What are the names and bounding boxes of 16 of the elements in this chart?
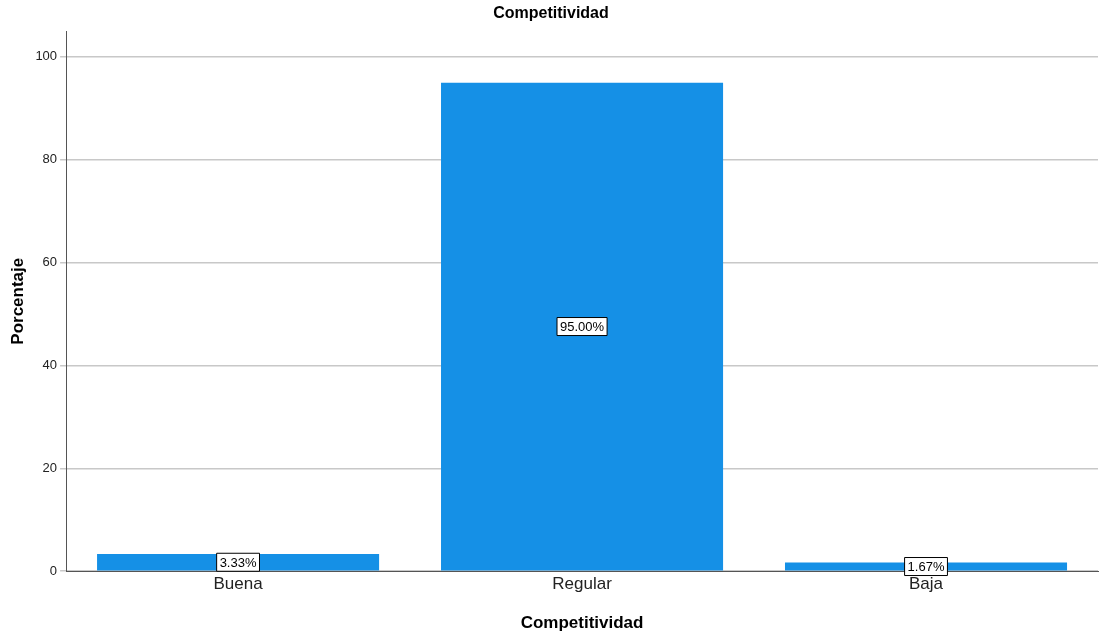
data-label: 95.00% bbox=[560, 319, 605, 335]
x-axis-title: Competitividad bbox=[520, 613, 644, 633]
x-tick-label: Buena bbox=[213, 574, 264, 594]
bar bbox=[441, 82, 724, 571]
y-tick-label: 40 bbox=[42, 357, 58, 373]
y-axis-title: Porcentaje bbox=[7, 257, 27, 345]
y-tick-label: 100 bbox=[35, 48, 58, 64]
x-tick-label: Regular bbox=[552, 574, 613, 594]
data-label: 3.33% bbox=[219, 554, 257, 570]
y-tick-label: 0 bbox=[49, 562, 58, 578]
data-label: 1.67% bbox=[907, 559, 945, 575]
x-tick-label: Baja bbox=[909, 574, 944, 594]
y-tick-label: 20 bbox=[42, 459, 58, 475]
chart-title: Competitividad bbox=[493, 4, 609, 22]
y-tick-label: 60 bbox=[42, 254, 58, 270]
y-tick-label: 80 bbox=[42, 151, 58, 167]
